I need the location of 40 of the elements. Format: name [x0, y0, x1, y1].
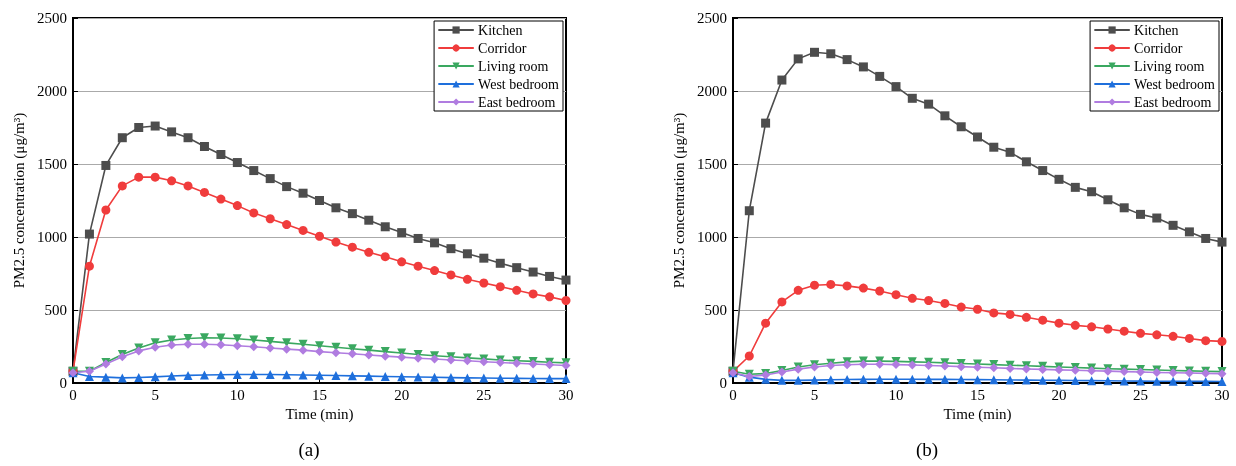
- x-tick-label: 30: [1214, 386, 1230, 403]
- y-axis-title: PM2.5 concentration (μg/m³): [670, 112, 688, 289]
- y-tick-label: 0: [59, 375, 67, 391]
- legend-label: Kitchen: [1134, 22, 1179, 38]
- x-axis-title: Time (min): [943, 406, 1012, 424]
- y-tick-label: 1500: [697, 156, 727, 172]
- legend-label: West bedroom: [478, 76, 560, 92]
- legend-label: East bedroom: [1134, 94, 1212, 110]
- y-tick-label: 500: [44, 302, 67, 318]
- x-tick-label: 20: [1051, 386, 1067, 403]
- x-tick-label: 5: [810, 386, 819, 403]
- x-axis-title: Time (min): [285, 406, 354, 424]
- y-tick-label: 2000: [697, 83, 727, 99]
- legend-label: Corridor: [478, 40, 527, 56]
- legend-label: Living room: [478, 58, 549, 74]
- x-tick-label: 5: [151, 386, 159, 403]
- legend-label: West bedroom: [1134, 76, 1216, 92]
- y-tick-label: 2500: [697, 10, 727, 26]
- x-tick-label: 10: [229, 386, 245, 403]
- x-tick-label: 10: [888, 386, 904, 403]
- legend-label: Living room: [1134, 58, 1205, 74]
- legend-label: East bedroom: [478, 94, 556, 110]
- y-axis-title: PM2.5 concentration (μg/m³): [10, 112, 28, 289]
- x-tick-label: 25: [476, 386, 492, 403]
- y-tick-label: 0: [719, 375, 727, 391]
- x-tick-label: 20: [394, 386, 410, 403]
- y-tick-label: 2000: [37, 83, 67, 99]
- y-tick-label: 1000: [697, 229, 727, 245]
- x-tick-label: 30: [558, 386, 574, 403]
- y-tick-label: 1500: [37, 156, 67, 172]
- text: (b): [915, 439, 939, 461]
- y-tick-label: 500: [704, 302, 727, 318]
- y-tick-label: 2500: [37, 10, 67, 26]
- y-tick-label: 1000: [37, 229, 67, 245]
- legend-label: Kitchen: [478, 22, 523, 38]
- x-tick-label: 15: [312, 386, 327, 403]
- x-tick-label: 15: [970, 386, 985, 403]
- text: (a): [298, 439, 320, 461]
- legend-label: Corridor: [1134, 40, 1183, 56]
- x-tick-label: 25: [1133, 386, 1148, 403]
